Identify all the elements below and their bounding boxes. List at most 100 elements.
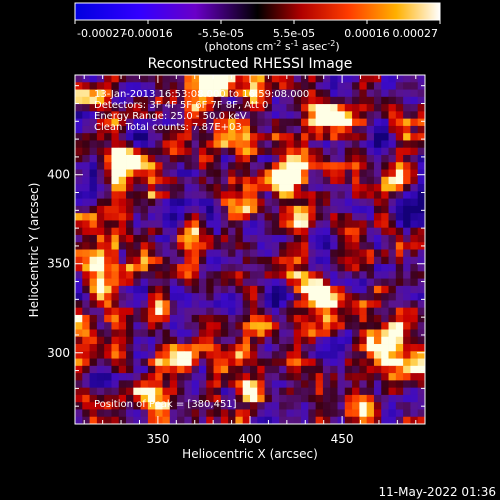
heatmap-cell bbox=[366, 140, 375, 149]
heatmap-cell bbox=[228, 300, 236, 309]
heatmap-cell bbox=[104, 205, 112, 214]
heatmap-cell bbox=[403, 314, 411, 323]
heatmap-cell bbox=[126, 111, 134, 120]
heatmap-cell bbox=[82, 387, 90, 396]
heatmap-cell bbox=[220, 147, 229, 156]
heatmap-cell bbox=[257, 104, 265, 112]
heatmap-cell bbox=[206, 205, 214, 214]
heatmap-cell bbox=[118, 234, 127, 243]
heatmap-cell bbox=[235, 176, 244, 185]
heatmap-cell bbox=[301, 213, 309, 221]
heatmap-cell bbox=[184, 358, 193, 367]
heatmap-cell bbox=[162, 242, 171, 250]
heatmap-cell bbox=[286, 300, 295, 309]
heatmap-cell bbox=[293, 227, 302, 236]
heatmap-cell bbox=[359, 402, 368, 410]
heatmap-cell bbox=[410, 191, 419, 199]
heatmap-cell bbox=[388, 307, 397, 316]
heatmap-cell bbox=[373, 154, 382, 163]
heatmap-cell bbox=[169, 125, 178, 134]
heatmap-cell bbox=[293, 416, 302, 425]
heatmap-cell bbox=[381, 169, 389, 178]
heatmap-cell bbox=[271, 293, 280, 301]
heatmap-cell bbox=[111, 409, 120, 418]
heatmap-cell bbox=[271, 271, 280, 279]
heatmap-cell bbox=[242, 169, 251, 178]
heatmap-cell bbox=[198, 256, 207, 265]
heatmap-cell bbox=[133, 198, 142, 207]
heatmap-cell bbox=[366, 118, 375, 127]
heatmap-cell bbox=[228, 125, 236, 134]
heatmap-cell bbox=[147, 402, 156, 410]
heatmap-cell bbox=[315, 220, 324, 229]
heatmap-cell bbox=[220, 402, 229, 410]
heatmap-cell bbox=[118, 409, 127, 418]
heatmap-cell bbox=[330, 394, 338, 403]
heatmap-cell bbox=[155, 162, 163, 170]
heatmap-cell bbox=[279, 234, 287, 243]
heatmap-cell bbox=[104, 271, 112, 279]
heatmap-cell bbox=[322, 227, 331, 236]
heatmap-cell bbox=[184, 140, 193, 149]
heatmap-cell bbox=[220, 169, 229, 178]
heatmap-cell bbox=[82, 249, 90, 258]
heatmap-cell bbox=[417, 409, 426, 418]
heatmap-cell bbox=[96, 351, 105, 359]
heatmap-cell bbox=[359, 387, 368, 396]
heatmap-cell bbox=[279, 220, 287, 229]
heatmap-cell bbox=[250, 322, 258, 330]
heatmap-cell bbox=[250, 147, 258, 156]
heatmap-cell bbox=[104, 104, 112, 112]
heatmap-cell bbox=[264, 394, 273, 403]
heatmap-cell bbox=[337, 402, 346, 410]
heatmap-cell bbox=[271, 256, 280, 265]
x-axis-label: Heliocentric X (arcsec) bbox=[182, 447, 318, 461]
heatmap-cell bbox=[177, 75, 185, 83]
heatmap-cell bbox=[271, 176, 280, 185]
heatmap-cell bbox=[198, 373, 207, 381]
heatmap-cell bbox=[250, 227, 258, 236]
heatmap-cell bbox=[366, 358, 375, 367]
heatmap-cell bbox=[82, 104, 90, 112]
heatmap-cell bbox=[213, 300, 222, 309]
heatmap-cell bbox=[301, 387, 309, 396]
heatmap-cell bbox=[257, 213, 265, 221]
heatmap-cell bbox=[301, 380, 309, 389]
heatmap-cell bbox=[330, 184, 338, 192]
heatmap-cell bbox=[126, 133, 134, 141]
heatmap-cell bbox=[89, 140, 98, 149]
heatmap-cell bbox=[271, 402, 280, 410]
heatmap-cell bbox=[279, 394, 287, 403]
heatmap-cell bbox=[373, 307, 382, 316]
heatmap-cell bbox=[271, 307, 280, 316]
heatmap-cell bbox=[96, 198, 105, 207]
heatmap-cell bbox=[322, 322, 331, 330]
heatmap-cell bbox=[140, 89, 149, 98]
heatmap-cell bbox=[388, 373, 397, 381]
heatmap-cell bbox=[308, 314, 317, 323]
heatmap-cell bbox=[403, 409, 411, 418]
heatmap-cell bbox=[322, 394, 331, 403]
heatmap-cell bbox=[89, 125, 98, 134]
heatmap-cell bbox=[96, 234, 105, 243]
heatmap-cell bbox=[279, 111, 287, 120]
heatmap-cell bbox=[403, 118, 411, 127]
heatmap-cell bbox=[111, 169, 120, 178]
heatmap-cell bbox=[147, 227, 156, 236]
heatmap-cell bbox=[147, 256, 156, 265]
heatmap-cell bbox=[126, 242, 134, 250]
heatmap-cell bbox=[169, 264, 178, 272]
heatmap-cell bbox=[206, 111, 214, 120]
heatmap-cell bbox=[330, 82, 338, 90]
heatmap-cell bbox=[337, 154, 346, 163]
heatmap-cell bbox=[279, 402, 287, 410]
heatmap-cell bbox=[228, 176, 236, 185]
heatmap-cell bbox=[337, 351, 346, 359]
heatmap-cell bbox=[75, 205, 83, 214]
heatmap-cell bbox=[191, 271, 200, 279]
heatmap-cell bbox=[279, 416, 287, 425]
heatmap-cell bbox=[213, 198, 222, 207]
heatmap-cell bbox=[403, 380, 411, 389]
heatmap-cell bbox=[315, 365, 324, 374]
heatmap-cell bbox=[206, 300, 214, 309]
